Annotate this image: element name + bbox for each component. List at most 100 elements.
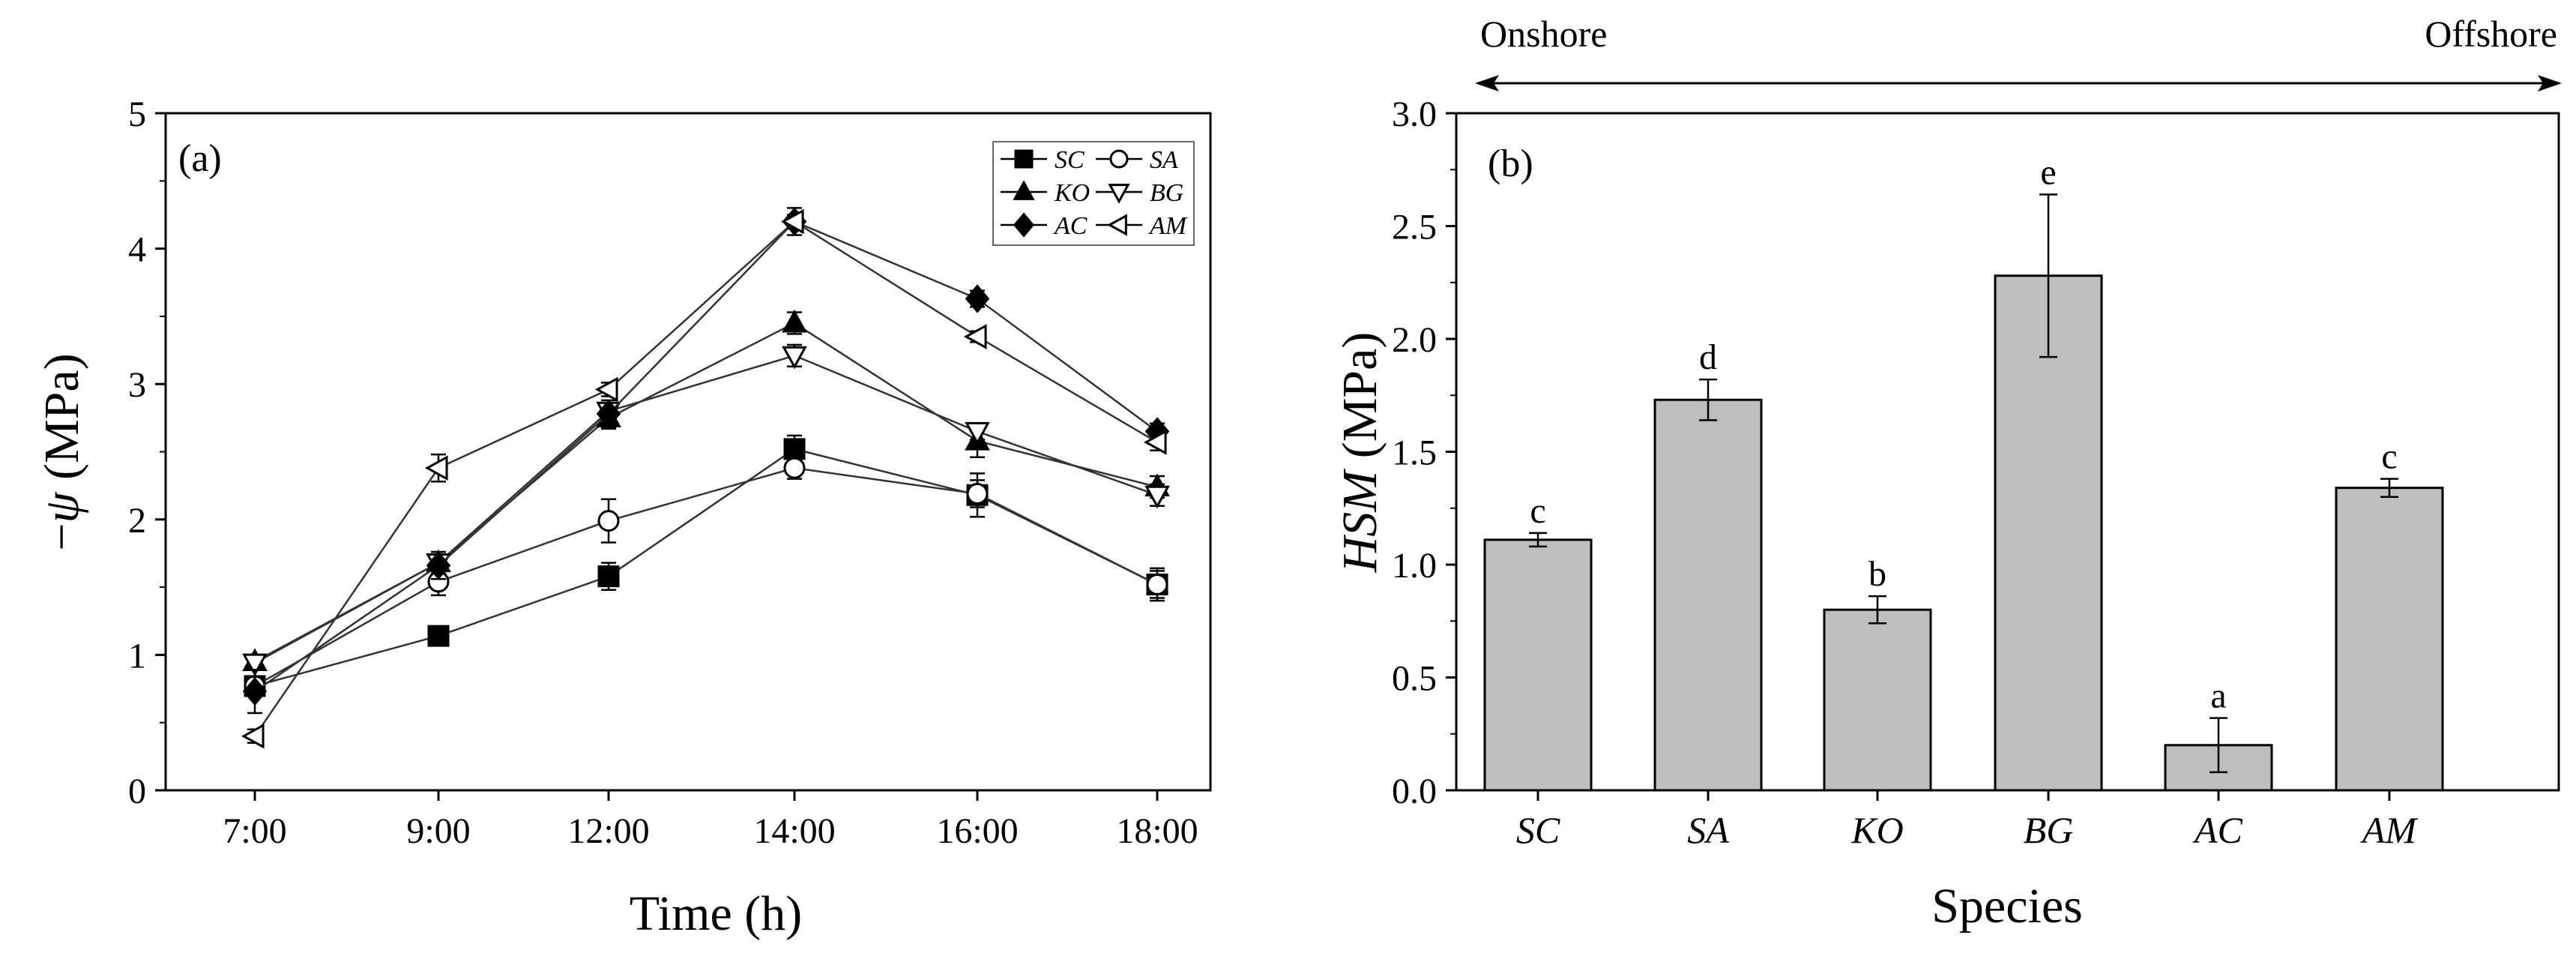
legend-marker (1014, 149, 1034, 169)
y-axis-label-a: −ψ (MPa) (34, 353, 89, 550)
series-ac (242, 207, 1170, 715)
x-tick-label-a: 12:00 (567, 811, 649, 851)
x-tick-label-b: SA (1687, 809, 1729, 851)
bar-chart-panel: Onshore Offshore (b) 0.0 0.5 1.0 1.5 2.0 2.5 3… (1333, 13, 2562, 934)
data-point-am (780, 208, 804, 235)
bar-group-bg: e (1994, 152, 2103, 792)
y-axis-b: 0.0 0.5 1.0 1.5 2.0 2.5 3.0 (1392, 94, 1456, 811)
x-tick-label-b: BG (2024, 809, 2074, 851)
legend: SC SA KO BG AC AM (992, 141, 1195, 246)
series-group (241, 207, 1170, 749)
series-sa (244, 456, 1168, 697)
y-tick-label-a: 3 (128, 365, 146, 405)
y-tick-label-b: 1.5 (1392, 433, 1437, 473)
data-point-bg (782, 346, 807, 370)
bar-am (2335, 487, 2444, 792)
x-tick-label-b: AM (2360, 809, 2419, 851)
series-line-sc (254, 448, 1158, 688)
significance-letter: c (1530, 491, 1545, 531)
legend-item-sa: SA (1096, 146, 1178, 174)
bar-group-ko: b (1823, 554, 1932, 792)
y-tick-label-a: 4 (128, 230, 146, 270)
data-point-am (963, 324, 987, 349)
data-point-ko (782, 309, 807, 333)
y-tick-label-a: 0 (128, 772, 146, 811)
data-point-bg (965, 421, 990, 445)
significance-letter: e (2040, 152, 2056, 192)
data-point-am (594, 376, 618, 403)
data-point-am (424, 455, 448, 481)
y-label-psi: ψ (34, 491, 89, 523)
bar-group-sa: d (1653, 337, 1763, 792)
y-tick-label-b: 2.5 (1392, 208, 1437, 247)
x-tick-label-a: 9:00 (406, 811, 470, 851)
x-tick-label-a: 7:00 (223, 811, 286, 851)
significance-letter: a (2210, 676, 2226, 716)
legend-label: KO (1054, 179, 1090, 207)
series-line-bg (254, 354, 1158, 664)
legend-item-bg: BG (1096, 179, 1183, 207)
x-axis-label-b: Species (1931, 879, 2083, 934)
y-tick-label-a: 1 (128, 636, 146, 676)
series-line-ac (254, 220, 1158, 693)
y-tick-label-b: 3.0 (1392, 94, 1437, 134)
x-tick-label-b: SC (1516, 809, 1560, 851)
bar-sa (1653, 398, 1763, 792)
onshore-label: Onshore (1480, 13, 1607, 55)
legend-label: AC (1053, 212, 1088, 240)
significance-letter: b (1868, 554, 1886, 594)
legend-marker (1109, 149, 1129, 169)
y-label-minus: − (34, 523, 89, 550)
arrow-right-head (2538, 75, 2562, 91)
data-point-sc (597, 565, 620, 588)
y-tick-label-b: 0.0 (1392, 772, 1437, 811)
data-point-sa (783, 457, 806, 479)
x-tick-label-a: 16:00 (936, 811, 1018, 851)
x-axis-b: SC SA KO BG AC AM (1516, 790, 2419, 851)
y-label-hsm: HSM (1333, 468, 1387, 574)
x-tick-label-b: KO (1850, 809, 1903, 851)
legend-label: SA (1150, 146, 1178, 174)
data-point-am (241, 723, 265, 749)
legend-item-sc: SC (1001, 146, 1085, 174)
series-line-am (253, 220, 1158, 737)
x-tick-label-a: 14:00 (753, 811, 835, 851)
y-axis-a: 0 1 2 3 4 5 (128, 94, 166, 811)
bar-group-am: c (2335, 437, 2444, 792)
legend-marker (1013, 180, 1035, 200)
data-point-ac (426, 550, 451, 580)
data-point-ac (242, 676, 268, 706)
significance-letter: d (1699, 337, 1717, 377)
data-point-sc (783, 438, 806, 460)
bar-group-ac: a (2164, 676, 2273, 792)
data-point-ac (596, 399, 621, 429)
bar-group-sc: c (1483, 491, 1593, 792)
data-point-bg (1144, 485, 1170, 509)
x-axis-a: 7:00 9:00 12:00 14:00 16:00 18:00 (223, 790, 1198, 851)
panel-label-b: (b) (1488, 142, 1533, 185)
data-point-ac (965, 284, 990, 313)
series-line-sa (254, 466, 1158, 688)
y-label-unit: (MPa) (34, 353, 89, 492)
panel-label-a: (a) (178, 137, 222, 180)
legend-label: SC (1055, 146, 1085, 174)
series-sc (244, 434, 1168, 697)
legend-label: AM (1148, 212, 1188, 240)
data-point-bg (242, 653, 268, 677)
arrow-left-head (1475, 75, 1499, 91)
data-point-sa (597, 510, 620, 532)
bar-sc (1483, 538, 1593, 792)
y-tick-label-b: 0.5 (1392, 659, 1437, 699)
y-axis-label-b: HSM (MPa) (1333, 332, 1387, 574)
legend-marker (1107, 214, 1127, 236)
onshore-offshore-arrow: Onshore Offshore (1475, 13, 2562, 91)
legend-item-am: AM (1096, 212, 1188, 240)
data-point-am (1143, 430, 1167, 455)
legend-marker (1013, 212, 1035, 238)
legend-label: BG (1150, 179, 1183, 207)
legend-marker (1108, 184, 1130, 204)
legend-item-ac: AC (1001, 212, 1088, 240)
data-point-sa (966, 482, 989, 505)
